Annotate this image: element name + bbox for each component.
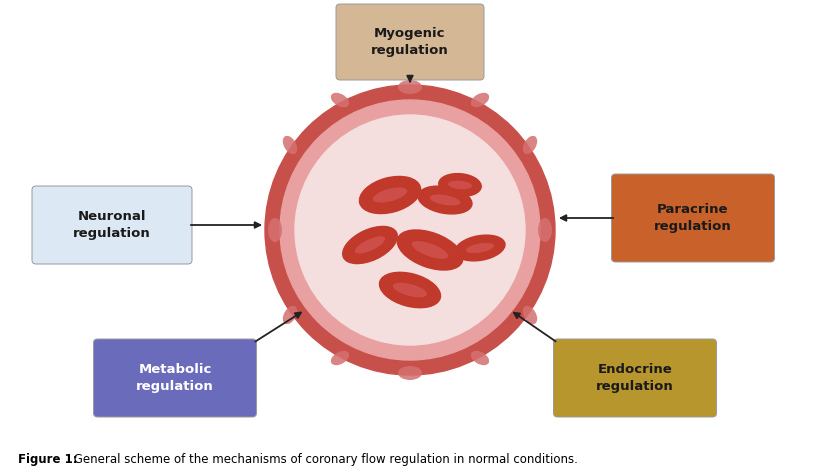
- Ellipse shape: [393, 283, 427, 298]
- Ellipse shape: [398, 80, 422, 94]
- Ellipse shape: [379, 272, 441, 308]
- Ellipse shape: [342, 226, 398, 264]
- Ellipse shape: [412, 241, 449, 259]
- FancyBboxPatch shape: [93, 339, 257, 417]
- Ellipse shape: [396, 229, 463, 271]
- FancyBboxPatch shape: [32, 186, 192, 264]
- Text: Metabolic
regulation: Metabolic regulation: [136, 363, 214, 393]
- Ellipse shape: [438, 173, 482, 197]
- Ellipse shape: [538, 218, 552, 242]
- Ellipse shape: [471, 93, 489, 107]
- FancyBboxPatch shape: [553, 339, 717, 417]
- Ellipse shape: [283, 306, 297, 324]
- Text: Endocrine
regulation: Endocrine regulation: [596, 363, 674, 393]
- Circle shape: [280, 100, 540, 360]
- Circle shape: [295, 115, 525, 345]
- Text: General scheme of the mechanisms of coronary flow regulation in normal condition: General scheme of the mechanisms of coro…: [70, 453, 578, 466]
- FancyBboxPatch shape: [611, 174, 775, 262]
- Ellipse shape: [268, 218, 282, 242]
- Ellipse shape: [448, 181, 472, 189]
- Ellipse shape: [430, 194, 460, 205]
- Text: Myogenic
regulation: Myogenic regulation: [371, 27, 449, 57]
- Ellipse shape: [331, 351, 349, 365]
- Ellipse shape: [523, 136, 538, 154]
- Ellipse shape: [355, 236, 385, 254]
- Circle shape: [265, 85, 555, 375]
- Text: Figure 1:: Figure 1:: [18, 453, 78, 466]
- Ellipse shape: [283, 136, 297, 154]
- Ellipse shape: [398, 366, 422, 380]
- Ellipse shape: [466, 243, 494, 253]
- Ellipse shape: [471, 351, 489, 365]
- FancyBboxPatch shape: [336, 4, 484, 80]
- Ellipse shape: [359, 176, 422, 214]
- Ellipse shape: [454, 235, 506, 262]
- Text: Neuronal
regulation: Neuronal regulation: [74, 210, 151, 240]
- Ellipse shape: [417, 185, 473, 215]
- Ellipse shape: [373, 187, 407, 202]
- Text: Paracrine
regulation: Paracrine regulation: [654, 203, 732, 233]
- Ellipse shape: [331, 93, 349, 107]
- Ellipse shape: [523, 306, 538, 324]
